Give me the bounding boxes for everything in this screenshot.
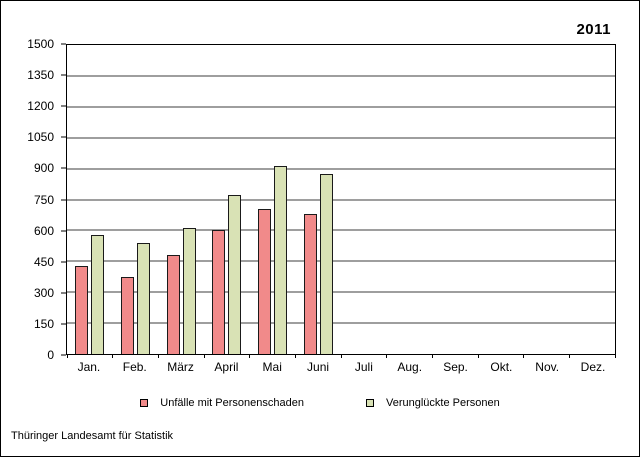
x-tick-mark bbox=[431, 354, 433, 358]
legend-label-verunglueckte: Verunglückte Personen bbox=[385, 397, 500, 409]
bar-verunglueckte-2 bbox=[182, 228, 196, 354]
y-tick-label: 1350 bbox=[27, 68, 54, 83]
y-tick-mark bbox=[61, 74, 66, 76]
gridline bbox=[67, 199, 615, 200]
x-tick-label: Dez. bbox=[580, 360, 606, 374]
source-label: Thüringer Landesamt für Statistik bbox=[11, 430, 174, 442]
y-tick-label: 1500 bbox=[27, 37, 54, 51]
x-tick-mark bbox=[386, 354, 388, 358]
x-tick-label: Feb. bbox=[122, 360, 147, 374]
category-slot bbox=[67, 45, 113, 354]
category-slot bbox=[524, 45, 570, 354]
y-tick-mark bbox=[61, 167, 66, 169]
x-tick-label: Juni bbox=[307, 360, 330, 374]
y-tick-mark bbox=[61, 43, 66, 45]
x-tick-label: Mai bbox=[262, 360, 282, 374]
category-slot bbox=[158, 45, 204, 354]
x-tick-label: April bbox=[214, 360, 239, 374]
y-tick-mark bbox=[61, 323, 66, 325]
bar-unfaelle-0 bbox=[75, 266, 89, 354]
y-tick-label: 1050 bbox=[27, 130, 54, 145]
x-tick-label: Aug. bbox=[397, 360, 423, 374]
x-tick-label: Nov. bbox=[535, 360, 560, 374]
category-slot bbox=[204, 45, 250, 354]
y-tick-label: 150 bbox=[33, 316, 54, 331]
y-tick-label: 600 bbox=[33, 223, 54, 238]
category-slot bbox=[341, 45, 387, 354]
legend-item-unfaelle: Unfälle mit Personenschaden bbox=[140, 397, 304, 409]
gridline bbox=[67, 229, 615, 231]
y-tick-mark bbox=[61, 261, 66, 263]
gridline bbox=[67, 137, 615, 139]
year-label: 2011 bbox=[576, 21, 611, 38]
y-tick-mark bbox=[61, 230, 66, 232]
y-tick-label: 300 bbox=[33, 285, 54, 300]
y-tick-mark bbox=[61, 136, 66, 138]
x-tick-label: Jan. bbox=[77, 360, 101, 374]
plot-area bbox=[66, 44, 616, 358]
bar-unfaelle-3 bbox=[212, 230, 226, 354]
x-axis-labels: Jan. Feb. März April Mai Juni Juli Aug. Sep. Okt.… bbox=[66, 360, 616, 374]
y-tick-mark bbox=[61, 105, 66, 107]
category-slot bbox=[478, 45, 524, 354]
y-tick-mark bbox=[61, 292, 66, 294]
legend-marker-unfaelle bbox=[140, 399, 149, 407]
gridline bbox=[67, 291, 615, 293]
bar-verunglueckte-0 bbox=[91, 234, 105, 354]
gridline bbox=[67, 106, 615, 108]
x-tick-label: Juli bbox=[354, 360, 373, 374]
gridline bbox=[67, 168, 615, 170]
x-tick-mark bbox=[249, 354, 251, 358]
category-slot bbox=[113, 45, 159, 354]
bar-verunglueckte-5 bbox=[319, 173, 333, 354]
category-slot bbox=[569, 45, 615, 354]
bar-unfaelle-2 bbox=[166, 255, 180, 354]
gridline bbox=[67, 260, 615, 262]
x-tick-mark bbox=[568, 354, 570, 358]
x-tick-mark bbox=[614, 354, 616, 358]
x-tick-label: März bbox=[167, 360, 194, 374]
y-tick-label: 450 bbox=[33, 254, 54, 269]
y-tick-label: 750 bbox=[33, 192, 54, 207]
bar-unfaelle-4 bbox=[257, 208, 271, 354]
category-slot bbox=[387, 45, 433, 354]
x-tick-mark bbox=[340, 354, 342, 358]
bar-verunglueckte-4 bbox=[273, 165, 287, 354]
x-tick-mark bbox=[523, 354, 525, 358]
y-axis: 0 150 300 450 600 750 900 1050 1200 1350 1500 bbox=[1, 38, 66, 361]
x-tick-mark bbox=[66, 354, 68, 358]
y-tick-label: 0 bbox=[47, 348, 54, 362]
x-tick-label: Sep. bbox=[443, 360, 468, 374]
y-tick-mark bbox=[61, 354, 66, 356]
legend-item-verunglueckte: Verunglückte Personen bbox=[365, 397, 500, 409]
x-tick-mark bbox=[477, 354, 479, 358]
legend: Unfälle mit Personenschaden Verunglückte … bbox=[1, 397, 639, 409]
category-slot bbox=[250, 45, 296, 354]
category-slot bbox=[432, 45, 478, 354]
legend-marker-verunglueckte bbox=[365, 399, 374, 407]
bar-unfaelle-1 bbox=[120, 276, 134, 354]
gridline bbox=[67, 322, 615, 324]
bar-verunglueckte-3 bbox=[228, 195, 242, 354]
bar-verunglueckte-1 bbox=[136, 242, 150, 354]
y-tick-label: 1200 bbox=[27, 99, 54, 114]
x-tick-mark bbox=[294, 354, 296, 358]
x-tick-label: Okt. bbox=[490, 360, 513, 374]
x-tick-mark bbox=[157, 354, 159, 358]
category-slot bbox=[295, 45, 341, 354]
y-tick-label: 900 bbox=[33, 161, 54, 176]
gridline bbox=[67, 75, 615, 77]
legend-label-unfaelle: Unfälle mit Personenschaden bbox=[160, 397, 304, 409]
bar-unfaelle-5 bbox=[303, 213, 317, 354]
x-tick-mark bbox=[203, 354, 205, 358]
y-tick-mark bbox=[61, 199, 66, 200]
x-tick-mark bbox=[112, 354, 114, 358]
